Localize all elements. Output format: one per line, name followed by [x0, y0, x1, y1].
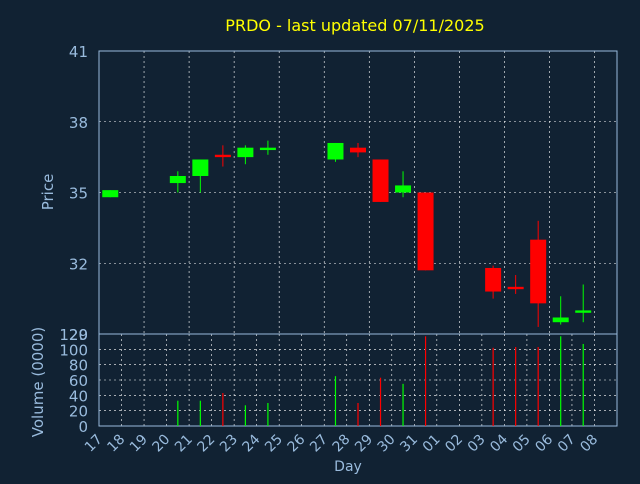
x-tick-label: 22: [195, 432, 219, 456]
x-tick-label: 23: [217, 432, 241, 456]
x-tick-label: 06: [532, 431, 556, 455]
candle-30: [395, 171, 412, 198]
volume-y-tick-label: 120: [59, 326, 88, 344]
candle-body: [575, 310, 592, 313]
candle-body: [507, 286, 524, 290]
candle-31: [417, 192, 434, 271]
candle-24: [259, 140, 276, 155]
x-tick-label: 03: [465, 432, 489, 456]
volume-y-tick-label: 100: [59, 341, 88, 359]
candle-body: [102, 190, 119, 198]
candle-body: [395, 185, 412, 193]
x-tick-label: 08: [577, 432, 601, 456]
candle-body: [259, 147, 276, 151]
candle-29: [372, 159, 389, 202]
x-tick-label: 02: [442, 432, 466, 456]
x-tick-label: 07: [555, 432, 579, 456]
candle-body: [417, 192, 434, 271]
candle-27: [327, 142, 344, 162]
candle-body: [485, 267, 502, 292]
candle-17: [102, 190, 119, 198]
x-tick-label: 21: [172, 432, 196, 456]
x-tick-label: 25: [262, 432, 286, 456]
candle-04: [507, 275, 524, 294]
price-y-tick-label: 29: [69, 326, 88, 344]
x-tick-label: 01: [420, 432, 444, 456]
price-y-tick-labels: 41 38 35 32 29: [69, 43, 88, 344]
candle-body: [530, 239, 547, 304]
x-tick-label: 28: [330, 432, 354, 456]
candle-28: [350, 142, 366, 158]
candle-body: [372, 159, 389, 202]
volume-axis-label: Volume (0000): [29, 327, 47, 437]
x-tick-label: 26: [285, 431, 309, 455]
x-tick-label: 27: [307, 432, 331, 456]
volume-y-tick-label: 0: [78, 418, 88, 436]
x-tick-label: 29: [352, 432, 376, 456]
candle-20: [169, 171, 186, 193]
candle-05: [530, 220, 547, 327]
price-y-tick-label: 35: [69, 185, 88, 203]
price-y-tick-label: 32: [69, 255, 88, 273]
candle-body: [214, 154, 231, 158]
x-axis-label: Day: [334, 459, 362, 475]
x-tick-label: 19: [127, 432, 151, 456]
volume-y-tick-label: 60: [69, 372, 88, 390]
candle-body: [169, 175, 186, 184]
price-axis-label: Price: [39, 174, 57, 211]
x-tick-label: 18: [104, 432, 128, 456]
candle-body: [237, 147, 254, 158]
candle-body: [350, 147, 366, 153]
volume-y-tick-label: 40: [69, 387, 88, 405]
x-tick-label: 20: [149, 432, 173, 456]
price-y-tick-label: 41: [69, 43, 88, 61]
candle-07: [575, 284, 592, 323]
volume-y-tick-label: 20: [69, 403, 88, 421]
candles: [102, 140, 592, 327]
x-tick-label: 05: [510, 432, 534, 456]
volume-y-tick-label: 80: [69, 357, 88, 375]
x-tick-label: 31: [397, 432, 421, 456]
candle-23: [237, 145, 254, 165]
chart-title: PRDO - last updated 07/11/2025: [225, 16, 484, 35]
x-tick-label: 04: [487, 431, 511, 455]
candle-body: [192, 159, 209, 176]
x-tick-labels: 1718192021222324252627282930310102030405…: [82, 431, 601, 455]
candle-03: [485, 265, 502, 299]
x-tick-label: 30: [375, 432, 399, 456]
price-y-tick-label: 38: [69, 114, 88, 132]
candle-22: [214, 145, 231, 167]
volume-bars: [177, 336, 584, 426]
x-tick-label: 24: [240, 431, 264, 455]
candle-body: [552, 317, 569, 323]
candle-06: [552, 296, 569, 325]
candle-21: [192, 159, 209, 193]
candle-body: [327, 142, 344, 160]
